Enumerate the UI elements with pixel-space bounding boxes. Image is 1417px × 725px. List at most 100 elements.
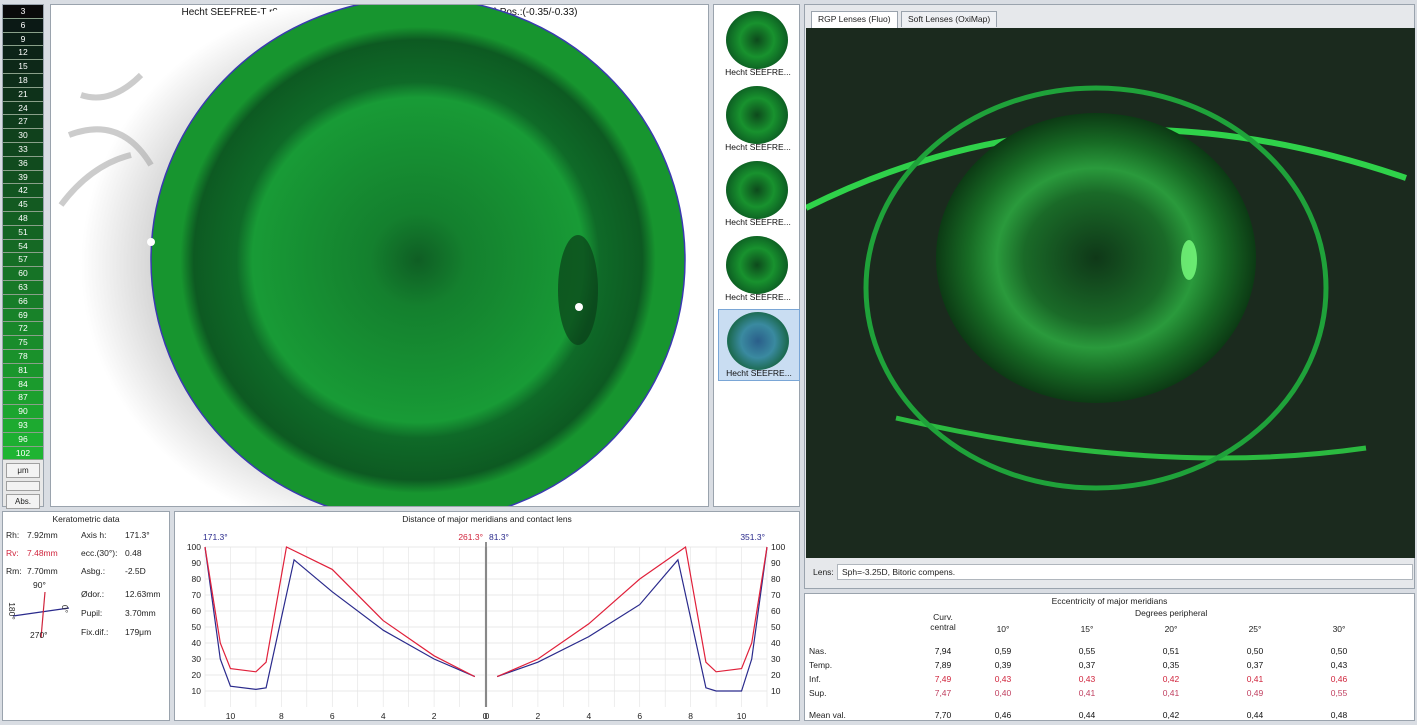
left-marker[interactable] bbox=[147, 238, 155, 246]
right-marker[interactable] bbox=[575, 303, 583, 311]
asbg-value: -2.5D bbox=[125, 566, 146, 576]
ecc-cell: 0,44 bbox=[1078, 710, 1096, 720]
series-line-blue bbox=[496, 546, 768, 692]
thumbnail-image bbox=[726, 161, 788, 219]
scale-value: 57 bbox=[3, 253, 43, 268]
scale-value: 18 bbox=[3, 73, 43, 88]
scale-value: 81 bbox=[3, 363, 43, 378]
y-tick-label: 80 bbox=[192, 574, 202, 584]
lens-field[interactable]: Sph=-3.25D, Bitoric compens. bbox=[837, 564, 1413, 580]
ecc-cell: 0,37 bbox=[1078, 660, 1096, 670]
scale-value: 54 bbox=[3, 239, 43, 254]
scale-value: 3 bbox=[3, 5, 43, 19]
scale-value: 21 bbox=[3, 87, 43, 102]
thumbnail-label: Hecht SEEFRE... bbox=[725, 217, 791, 227]
y-tick-label: 100 bbox=[771, 542, 785, 552]
y-tick-label: 80 bbox=[771, 574, 781, 584]
column-header: 25° bbox=[1248, 624, 1262, 634]
scale-value: 75 bbox=[3, 336, 43, 350]
eccentricity-panel: Eccentricity of major meridians Degrees … bbox=[804, 593, 1415, 721]
scale-value: 51 bbox=[3, 225, 43, 240]
y-tick-label: 60 bbox=[192, 606, 202, 616]
pupil-value: 3.70mm bbox=[125, 608, 156, 618]
scale-value: 27 bbox=[3, 115, 43, 130]
dcor-value: 12.63mm bbox=[125, 589, 161, 599]
curv-header: Curv. central bbox=[930, 612, 956, 632]
y-tick-label: 40 bbox=[192, 638, 202, 648]
row-label: Sup. bbox=[809, 688, 827, 698]
unit-button[interactable]: μm bbox=[6, 463, 40, 479]
scale-value: 45 bbox=[3, 198, 43, 212]
y-tick-label: 20 bbox=[771, 670, 781, 680]
abs-button[interactable]: Abs. bbox=[6, 494, 40, 510]
lens-row: Lens: Sph=-3.25D, Bitoric compens. bbox=[807, 562, 1413, 582]
topography-panel: Hecht SEEFREE-T r0=8.70/8.66mm Ecc=0.00 … bbox=[50, 4, 709, 507]
central-value: 7,89 bbox=[934, 660, 952, 670]
rm-value: 7.70mm bbox=[27, 566, 58, 576]
ecc-cell: 0,43 bbox=[1078, 674, 1096, 684]
scale-value: 72 bbox=[3, 322, 43, 337]
meridian-label-a: 81.3° bbox=[489, 532, 509, 542]
topography-map[interactable] bbox=[51, 5, 708, 506]
eyelash-shadow bbox=[58, 72, 154, 207]
blank-button[interactable] bbox=[6, 481, 40, 492]
scale-value: 39 bbox=[3, 170, 43, 185]
scale-value: 93 bbox=[3, 418, 43, 433]
central-value: 7,47 bbox=[934, 688, 952, 698]
scale-value: 12 bbox=[3, 46, 43, 61]
dcor-label: Ødor.: bbox=[81, 589, 105, 599]
scale-value: 96 bbox=[3, 432, 43, 447]
ecc-cell: 0,51 bbox=[1162, 646, 1180, 656]
scale-value: 15 bbox=[3, 60, 43, 74]
y-tick-label: 20 bbox=[192, 670, 202, 680]
tab-soft-lenses[interactable]: Soft Lenses (OxiMap) bbox=[901, 11, 998, 27]
ecc-cell: 0,41 bbox=[1246, 674, 1264, 684]
scale-value: 84 bbox=[3, 377, 43, 392]
scale-value: 78 bbox=[3, 349, 43, 364]
reflex-spot bbox=[1181, 240, 1197, 280]
ecc-cell: 0,42 bbox=[1162, 710, 1180, 720]
central-value: 7,70 bbox=[934, 710, 952, 720]
rv-value: 7.48mm bbox=[27, 548, 58, 558]
y-tick-label: 90 bbox=[192, 558, 202, 568]
column-header: 20° bbox=[1164, 624, 1178, 634]
ecc-cell: 0,49 bbox=[1246, 688, 1264, 698]
x-tick-label: 10 bbox=[226, 711, 236, 720]
asbg-label: Asbg.: bbox=[81, 566, 106, 576]
row-label: Temp. bbox=[809, 660, 833, 670]
y-tick-label: 30 bbox=[771, 654, 781, 664]
y-tick-label: 50 bbox=[192, 622, 202, 632]
meridian-label-b: 351.3° bbox=[740, 532, 765, 542]
thumbnail-image bbox=[726, 11, 788, 69]
ecc-cell: 0,59 bbox=[994, 646, 1012, 656]
tab-rgp-lenses[interactable]: RGP Lenses (Fluo) bbox=[811, 11, 898, 28]
y-tick-label: 40 bbox=[771, 638, 781, 648]
fluo-image[interactable] bbox=[806, 28, 1415, 558]
thumbnail-item[interactable]: Hecht SEEFRE... bbox=[718, 309, 800, 381]
lower-lid-meniscus bbox=[895, 415, 1367, 461]
thumbnail-item[interactable]: Hecht SEEFRE... bbox=[718, 234, 798, 304]
row-label: Nas. bbox=[809, 646, 827, 656]
x-tick-label: 8 bbox=[279, 711, 284, 720]
x-tick-label: 0 bbox=[485, 711, 490, 720]
meridian-chart-panel: Distance of major meridians and contact … bbox=[174, 511, 800, 721]
thumbnail-item[interactable]: Hecht SEEFRE... bbox=[718, 84, 798, 154]
lens-label: Lens: bbox=[813, 567, 834, 577]
series-line-blue bbox=[204, 546, 476, 691]
axis-value: 171.3° bbox=[125, 530, 150, 540]
thumbnail-item[interactable]: Hecht SEEFRE... bbox=[718, 159, 798, 229]
y-tick-label: 100 bbox=[187, 542, 201, 552]
scale-value: 42 bbox=[3, 184, 43, 199]
ecc-cell: 0,44 bbox=[1246, 710, 1264, 720]
thumbnail-item[interactable]: Hecht SEEFRE... bbox=[718, 9, 798, 79]
scale-value: 90 bbox=[3, 405, 43, 419]
y-tick-label: 10 bbox=[192, 686, 202, 696]
lens-edge bbox=[863, 85, 1329, 491]
scale-value: 9 bbox=[3, 32, 43, 47]
axis-right-label: 0° bbox=[60, 604, 71, 614]
ecc-cell: 0,41 bbox=[1078, 688, 1096, 698]
scale-value: 36 bbox=[3, 156, 43, 171]
x-tick-label: 4 bbox=[381, 711, 386, 720]
x-tick-label: 6 bbox=[330, 711, 335, 720]
